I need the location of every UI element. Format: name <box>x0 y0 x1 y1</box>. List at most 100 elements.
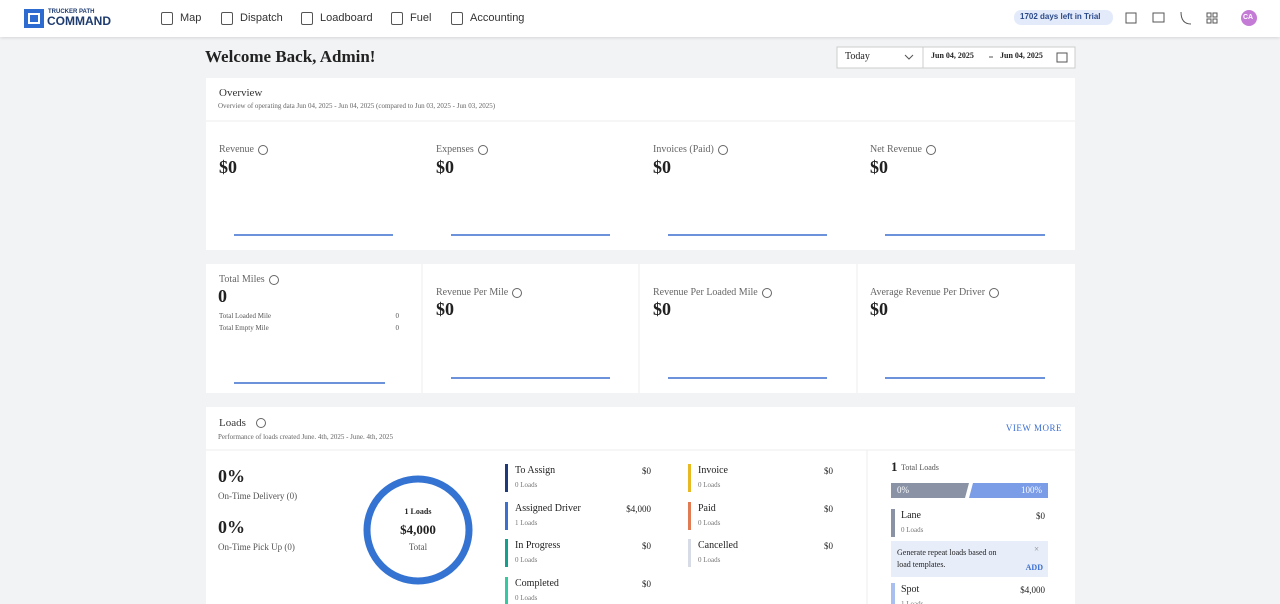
sparklines <box>234 234 1045 384</box>
total-count: 1 <box>891 459 898 474</box>
section-title: Overview <box>219 87 263 99</box>
type-bar <box>891 583 895 604</box>
status-bar <box>505 464 508 492</box>
status-name: Assigned Driver <box>515 502 581 514</box>
info-icon <box>258 145 268 155</box>
metric-label: Net Revenue <box>870 144 922 155</box>
nav-icon <box>161 12 173 25</box>
type-amount: $4,000 <box>1020 585 1045 595</box>
status-bar <box>688 501 691 530</box>
nav-item[interactable]: Dispatch <box>240 12 283 24</box>
info-icon <box>512 288 522 298</box>
donut-label: Total <box>408 542 428 552</box>
metric-label: Revenue Per Mile <box>436 287 509 298</box>
sub-label: Total Empty Mile <box>219 324 269 332</box>
chevron <box>904 54 914 60</box>
metric-label: Invoices (Paid) <box>653 144 714 155</box>
total-label: Total Loads <box>901 463 939 472</box>
info-icon <box>926 145 936 155</box>
nav-item[interactable]: Loadboard <box>320 12 373 24</box>
rate-value: 0% <box>218 466 245 486</box>
status-amount: $0 <box>824 503 833 514</box>
status-bar <box>505 576 508 604</box>
type-count: 1 Loads <box>901 600 924 604</box>
tip-action[interactable]: ADD <box>1025 563 1043 572</box>
info-icon <box>989 288 999 298</box>
status-count: 0 Loads <box>515 556 538 564</box>
calendar-icon[interactable] <box>1056 52 1068 63</box>
nav-item[interactable]: Map <box>180 12 202 24</box>
metric-label: Revenue Per Loaded Mile <box>653 287 758 298</box>
status-count: 0 Loads <box>515 593 538 602</box>
page-title: Welcome Back, Admin! <box>205 47 376 66</box>
trial[interactable]: 1702 days left in Trial <box>1020 12 1101 21</box>
split-right: 100% <box>1021 485 1042 495</box>
status-amount: $0 <box>642 578 651 589</box>
info-icon <box>269 275 279 285</box>
metric-value: 0 <box>218 286 227 306</box>
status-name: Invoice <box>698 465 728 476</box>
split-left: 0% <box>897 485 909 495</box>
range-select[interactable]: Today <box>845 51 870 62</box>
date-from[interactable]: Jun 04, 2025 <box>931 51 974 60</box>
status-bar <box>688 539 691 567</box>
nav-icon <box>451 12 463 25</box>
type-amount: $0 <box>1036 511 1045 521</box>
status-count: 0 Loads <box>698 556 721 564</box>
miles-card <box>206 264 1075 393</box>
trial-pill[interactable] <box>1014 10 1113 25</box>
info-icon <box>478 145 488 155</box>
status-name: In Progress <box>515 540 561 551</box>
info-icon <box>256 418 266 428</box>
brand-top: TRUCKER PATH <box>48 9 95 15</box>
metric-label: Revenue <box>219 144 254 155</box>
status-name: Completed <box>515 577 559 589</box>
logo-glyph <box>28 13 40 24</box>
nav-item[interactable]: Accounting <box>470 12 525 24</box>
status-amount: $0 <box>642 466 651 476</box>
view-more[interactable]: VIEW MORE <box>1005 423 1062 433</box>
type-name: Lane <box>901 510 921 521</box>
status-count: 1 Loads <box>515 518 538 527</box>
status-name: Paid <box>698 502 716 514</box>
brand: COMMAND <box>47 14 111 28</box>
type-bar <box>891 509 895 537</box>
rate-label: On-Time Pick Up (0) <box>218 542 295 552</box>
status-amount: $0 <box>642 541 651 551</box>
date-to[interactable]: Jun 04, 2025 <box>1000 51 1043 60</box>
donut-ring <box>363 475 473 585</box>
split-bar-right <box>969 483 1048 498</box>
status-amount: $4,000 <box>626 503 651 514</box>
metric-value: $0 <box>870 157 888 177</box>
status-amount: $0 <box>824 466 833 476</box>
nav-icon <box>391 12 403 25</box>
toolbar-icons[interactable] <box>1125 11 1218 25</box>
metric-value: $0 <box>870 299 888 319</box>
status-count: 0 Loads <box>698 481 721 489</box>
status-count: 0 Loads <box>698 518 721 527</box>
type-count: 0 Loads <box>901 526 924 534</box>
split-bar-left <box>891 483 969 498</box>
metric-label: Average Revenue Per Driver <box>870 287 986 298</box>
status-bar <box>505 539 508 567</box>
nav-item[interactable]: Fuel <box>410 12 432 24</box>
logo-icon <box>24 9 44 28</box>
section-title: Loads <box>219 417 246 429</box>
avatar-initials[interactable]: CA <box>1243 14 1254 21</box>
metric-label: Total Miles <box>219 274 265 285</box>
date-picker[interactable] <box>836 46 1076 69</box>
tip-text: Generate repeat loads based on load temp… <box>897 548 997 569</box>
rate-label: On-Time Delivery (0) <box>218 491 298 501</box>
avatar[interactable] <box>1241 10 1257 26</box>
status-amount: $0 <box>824 541 833 551</box>
sub-value: 0 <box>395 312 400 320</box>
section-subtitle: Performance of loads created June. 4th, … <box>218 433 393 441</box>
tip-box <box>891 541 1048 577</box>
status-name: To Assign <box>515 465 556 476</box>
status-count: 0 Loads <box>515 481 538 489</box>
metric-value: $0 <box>436 157 454 177</box>
sub-label: Total Loaded Mile <box>219 312 271 320</box>
status-bar <box>688 464 691 492</box>
tip-close[interactable]: × <box>1034 544 1040 554</box>
